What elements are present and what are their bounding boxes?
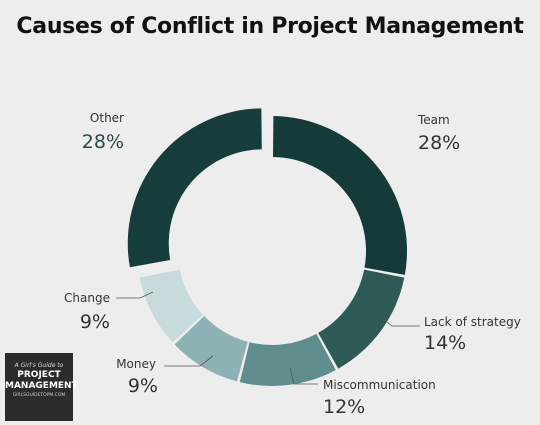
brand-logo: A Girl's Guide to PROJECT MANAGEMENT GIR… — [5, 353, 78, 421]
slice-name-miscommunication: Miscommunication — [323, 378, 436, 392]
slice-label-change: Change 9% — [64, 291, 154, 333]
slice-value-other: 28% — [82, 131, 124, 153]
slice-label-money: Money 9% — [116, 355, 214, 397]
slice-change — [139, 269, 203, 343]
slice-value-change: 9% — [80, 311, 110, 333]
slice-value-lack-of-strategy: 14% — [424, 332, 466, 354]
slice-label-team: Team 28% — [417, 113, 460, 154]
slice-lack-of-strategy — [318, 269, 405, 369]
leader-line-lack-of-strategy — [381, 317, 420, 327]
slice-name-lack-of-strategy: Lack of strategy — [424, 315, 521, 329]
slice-miscommunication — [239, 333, 336, 386]
slice-value-miscommunication: 12% — [323, 396, 365, 418]
leader-line-money — [164, 355, 214, 367]
leader-line-miscommunication — [289, 367, 318, 385]
slice-name-money: Money — [116, 357, 156, 371]
logo-line-2: PROJECT — [17, 370, 61, 380]
slice-label-miscommunication: Miscommunication 12% — [289, 367, 436, 418]
slice-name-team: Team — [417, 113, 450, 127]
logo-line-3: MANAGEMENT — [5, 381, 78, 391]
leader-line-change — [116, 291, 154, 299]
slice-label-other: Other 28% — [82, 111, 124, 153]
slice-money — [174, 316, 248, 382]
slice-team — [272, 116, 407, 275]
donut-slices — [127, 108, 407, 386]
chart-title: Causes of Conflict in Project Management — [16, 14, 524, 39]
slice-value-team: 28% — [418, 132, 460, 154]
logo-line-4: GIRLSGUIDETOPM.COM — [12, 393, 66, 398]
slice-label-lack-of-strategy: Lack of strategy 14% — [381, 315, 521, 354]
slice-value-money: 9% — [128, 375, 158, 397]
slice-name-change: Change — [64, 291, 110, 305]
slice-name-other: Other — [90, 111, 124, 125]
slice-other — [127, 108, 262, 268]
logo-line-1: A Girl's Guide to — [14, 362, 64, 369]
